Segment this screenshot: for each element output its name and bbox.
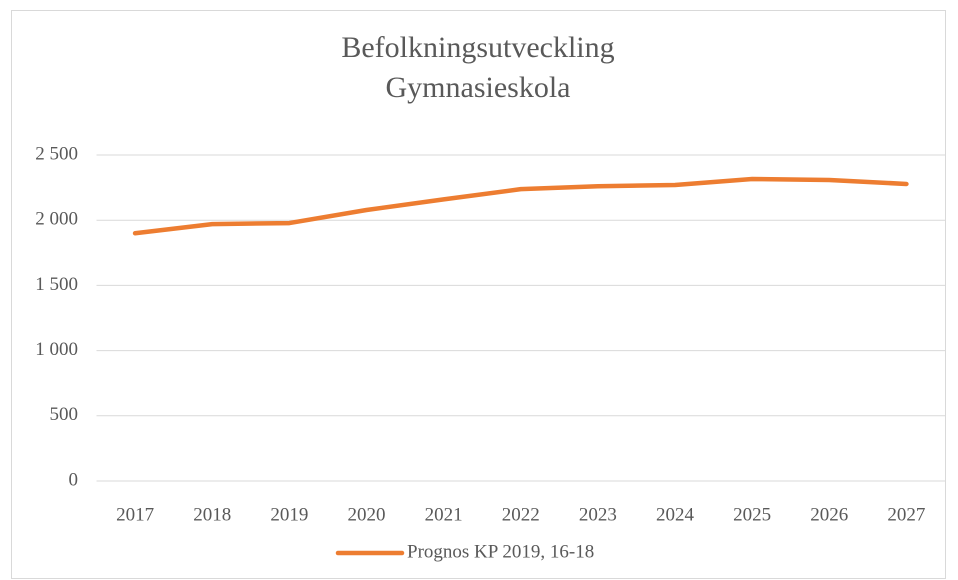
chart-frame — [11, 10, 946, 579]
x-tick-label: 2017 — [116, 504, 154, 525]
y-tick-label: 2 000 — [35, 209, 78, 230]
x-tick-label: 2027 — [887, 504, 925, 525]
x-tick-label: 2021 — [425, 504, 463, 525]
y-tick-label: 1 500 — [35, 274, 78, 295]
x-tick-label: 2022 — [502, 504, 540, 525]
series-line — [132, 176, 909, 236]
y-tick-label: 1 000 — [35, 339, 78, 360]
x-tick-label: 2024 — [656, 504, 695, 525]
x-tick-label: 2020 — [347, 504, 385, 525]
y-tick-label: 2 500 — [35, 143, 78, 164]
x-tick-label: 2018 — [193, 504, 231, 525]
x-tick-label: 2026 — [810, 504, 848, 525]
legend-label: Prognos KP 2019, 16-18 — [407, 541, 594, 562]
x-tick-label: 2025 — [733, 504, 771, 525]
x-tick-label: 2023 — [579, 504, 617, 525]
y-tick-label: 0 — [69, 469, 79, 490]
y-tick-label: 500 — [50, 404, 79, 425]
chart-title: Befolkningsutveckling — [341, 31, 614, 64]
chart-title: Gymnasieskola — [386, 71, 571, 104]
x-tick-label: 2019 — [270, 504, 308, 525]
